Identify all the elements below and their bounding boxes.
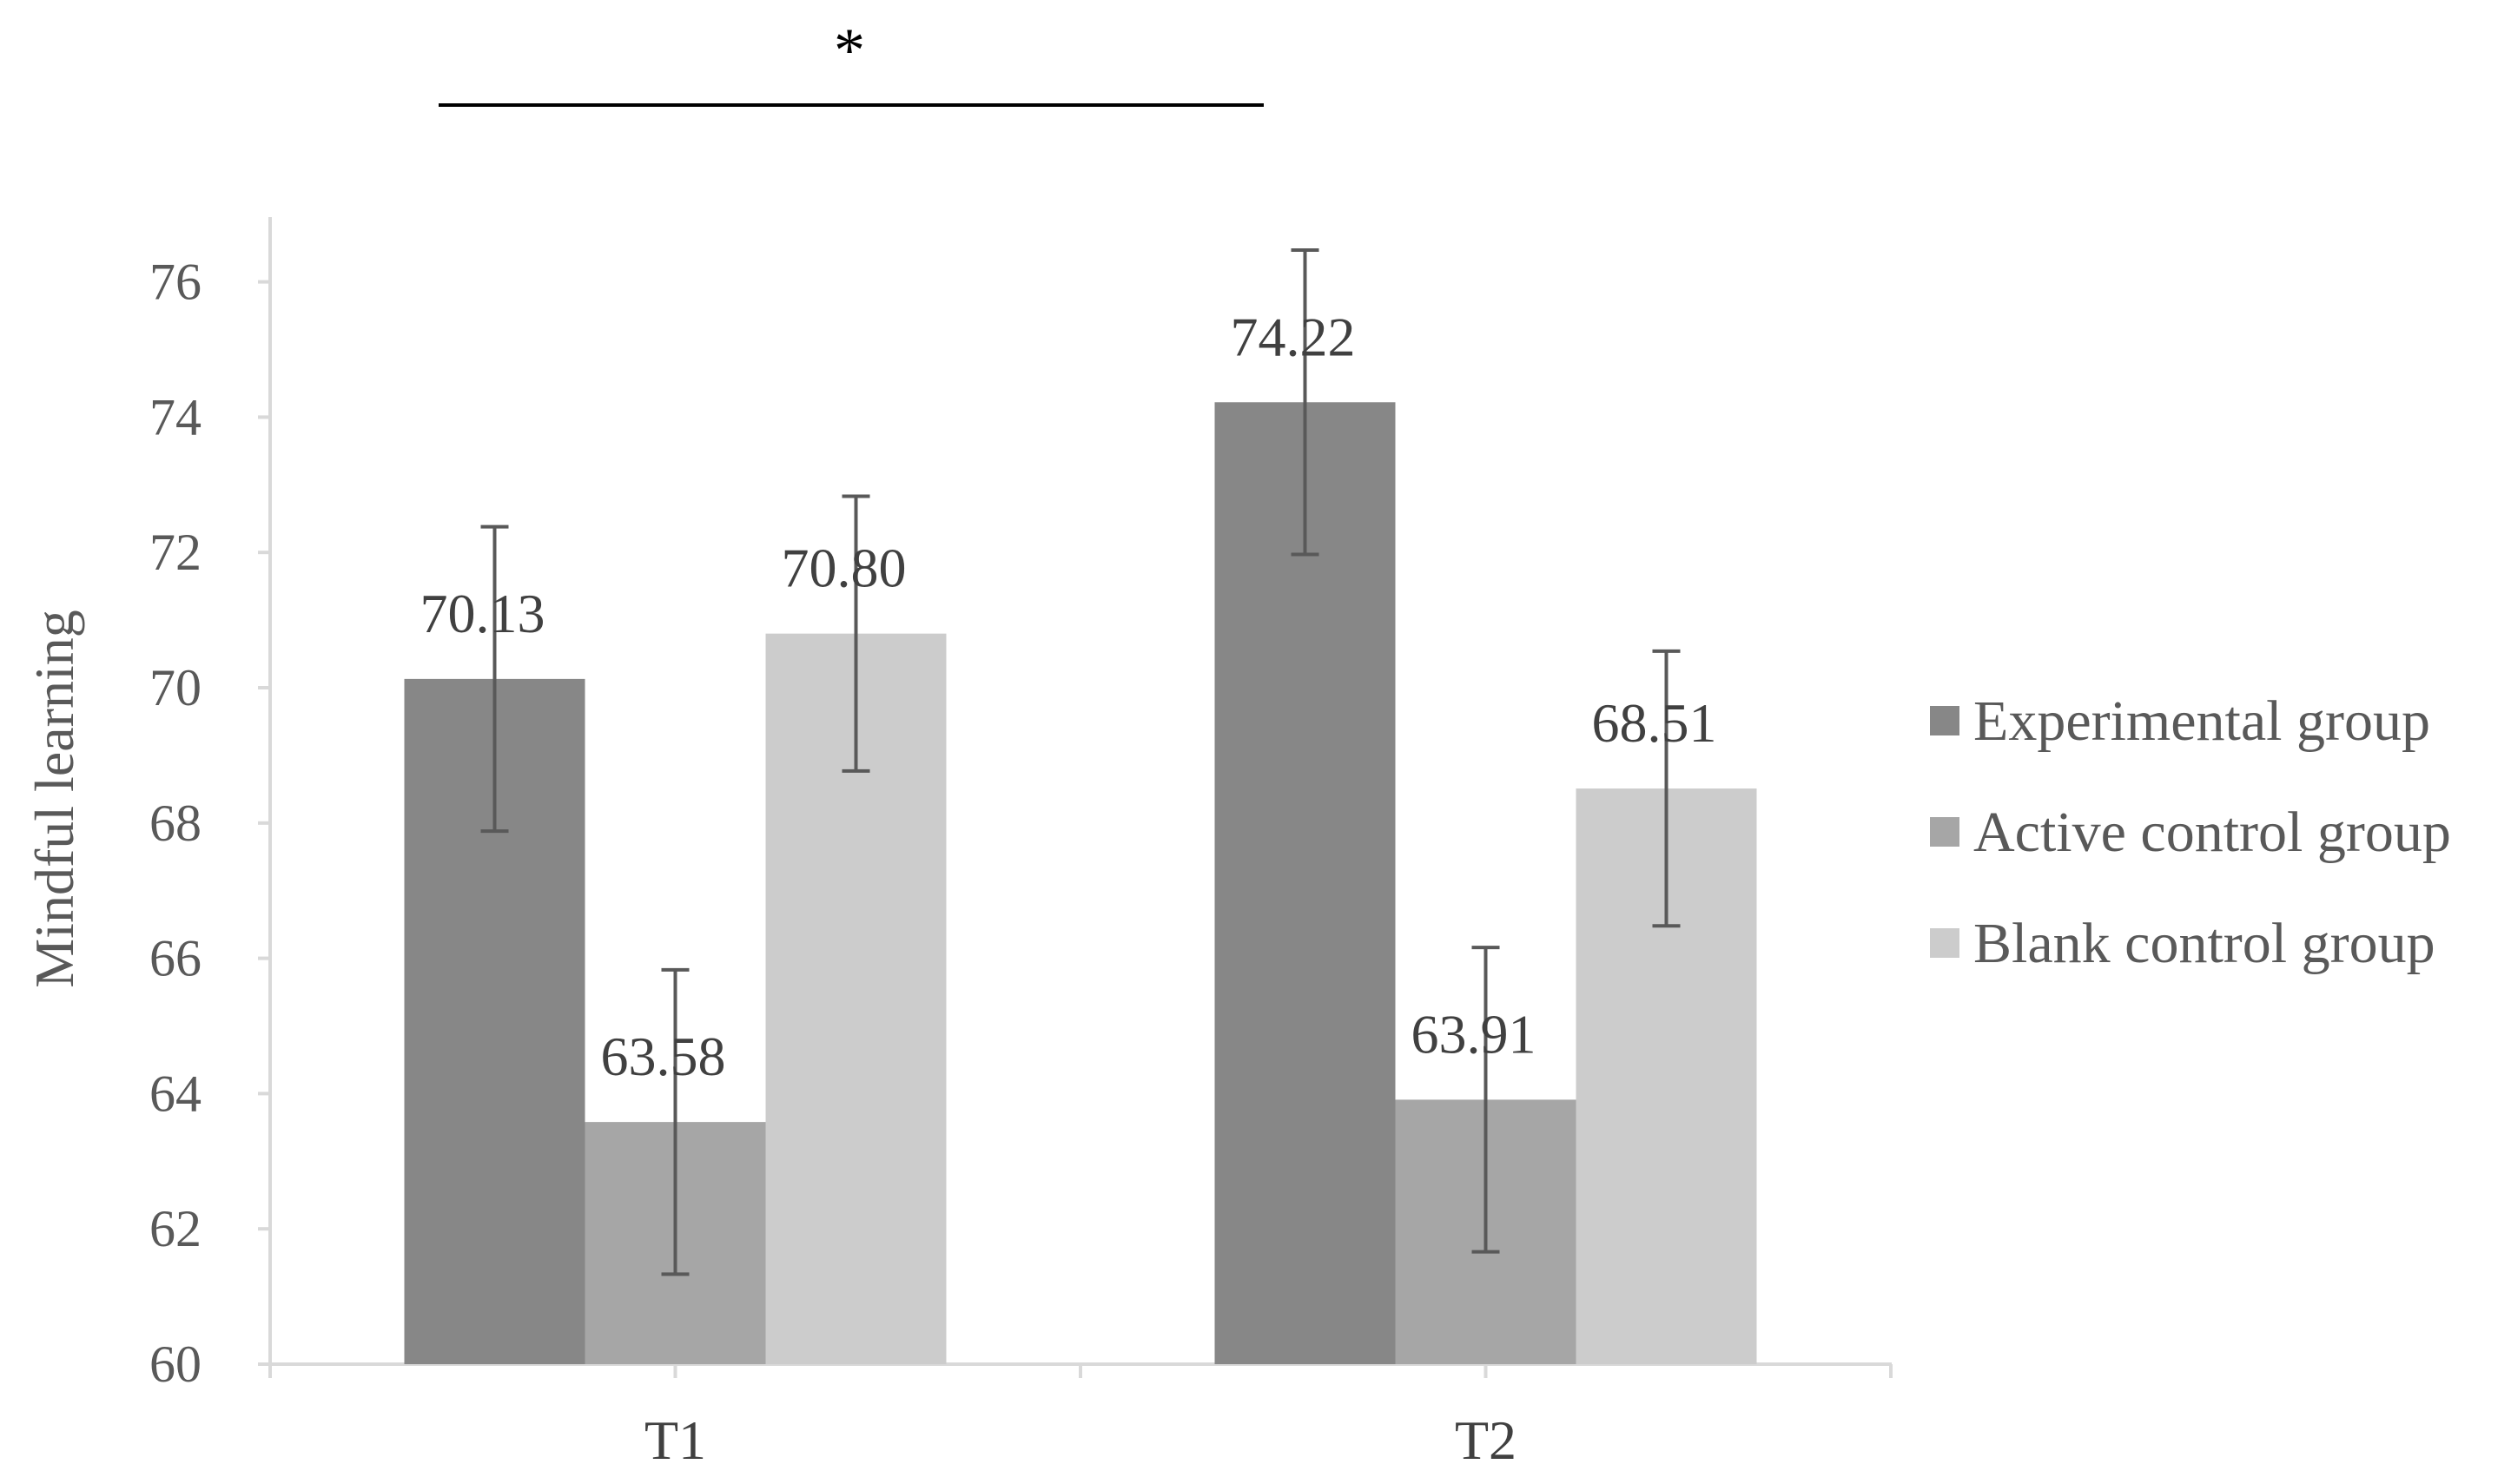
y-tick-label: 60 [149,1336,202,1393]
x-tick-label: T2 [1455,1409,1517,1471]
y-tick-label: 64 [149,1065,202,1122]
legend: Experimental group Active control group Bl… [1930,689,2451,975]
data-label: 70.13 [420,583,545,644]
legend-swatch [1930,817,1959,847]
bar [1214,402,1396,1365]
legend-label: Active control group [1973,801,2451,864]
y-tick-label: 66 [149,930,202,987]
legend-swatch [1930,928,1959,958]
y-tick-label: 76 [149,254,202,311]
data-label: 70.80 [782,538,907,599]
data-label: 63.91 [1411,1003,1536,1065]
significance-star: * [834,16,865,85]
legend-swatch [1930,706,1959,735]
y-tick-label: 72 [149,524,202,581]
y-tick-label: 70 [149,659,202,716]
data-label: 63.58 [601,1026,726,1087]
legend-label: Blank control group [1973,912,2435,975]
data-labels: 70.13 63.58 70.80 74.22 63.91 68.51 [420,306,1717,1087]
y-axis-title: Mindful learning [23,610,85,987]
error-bars [480,247,1681,1276]
significance-annotation: * [439,16,1264,107]
bars [404,402,1757,1365]
y-tick-label: 62 [149,1200,202,1257]
data-label: 68.51 [1592,692,1717,754]
data-label: 74.22 [1231,306,1356,367]
legend-label: Experimental group [1973,689,2430,753]
y-tick-label: 68 [149,795,202,852]
axes: 60 62 64 66 68 70 72 74 76 T1 T2 [149,217,1893,1471]
x-tick-label: T1 [644,1409,706,1471]
y-tick-label: 74 [149,388,202,445]
